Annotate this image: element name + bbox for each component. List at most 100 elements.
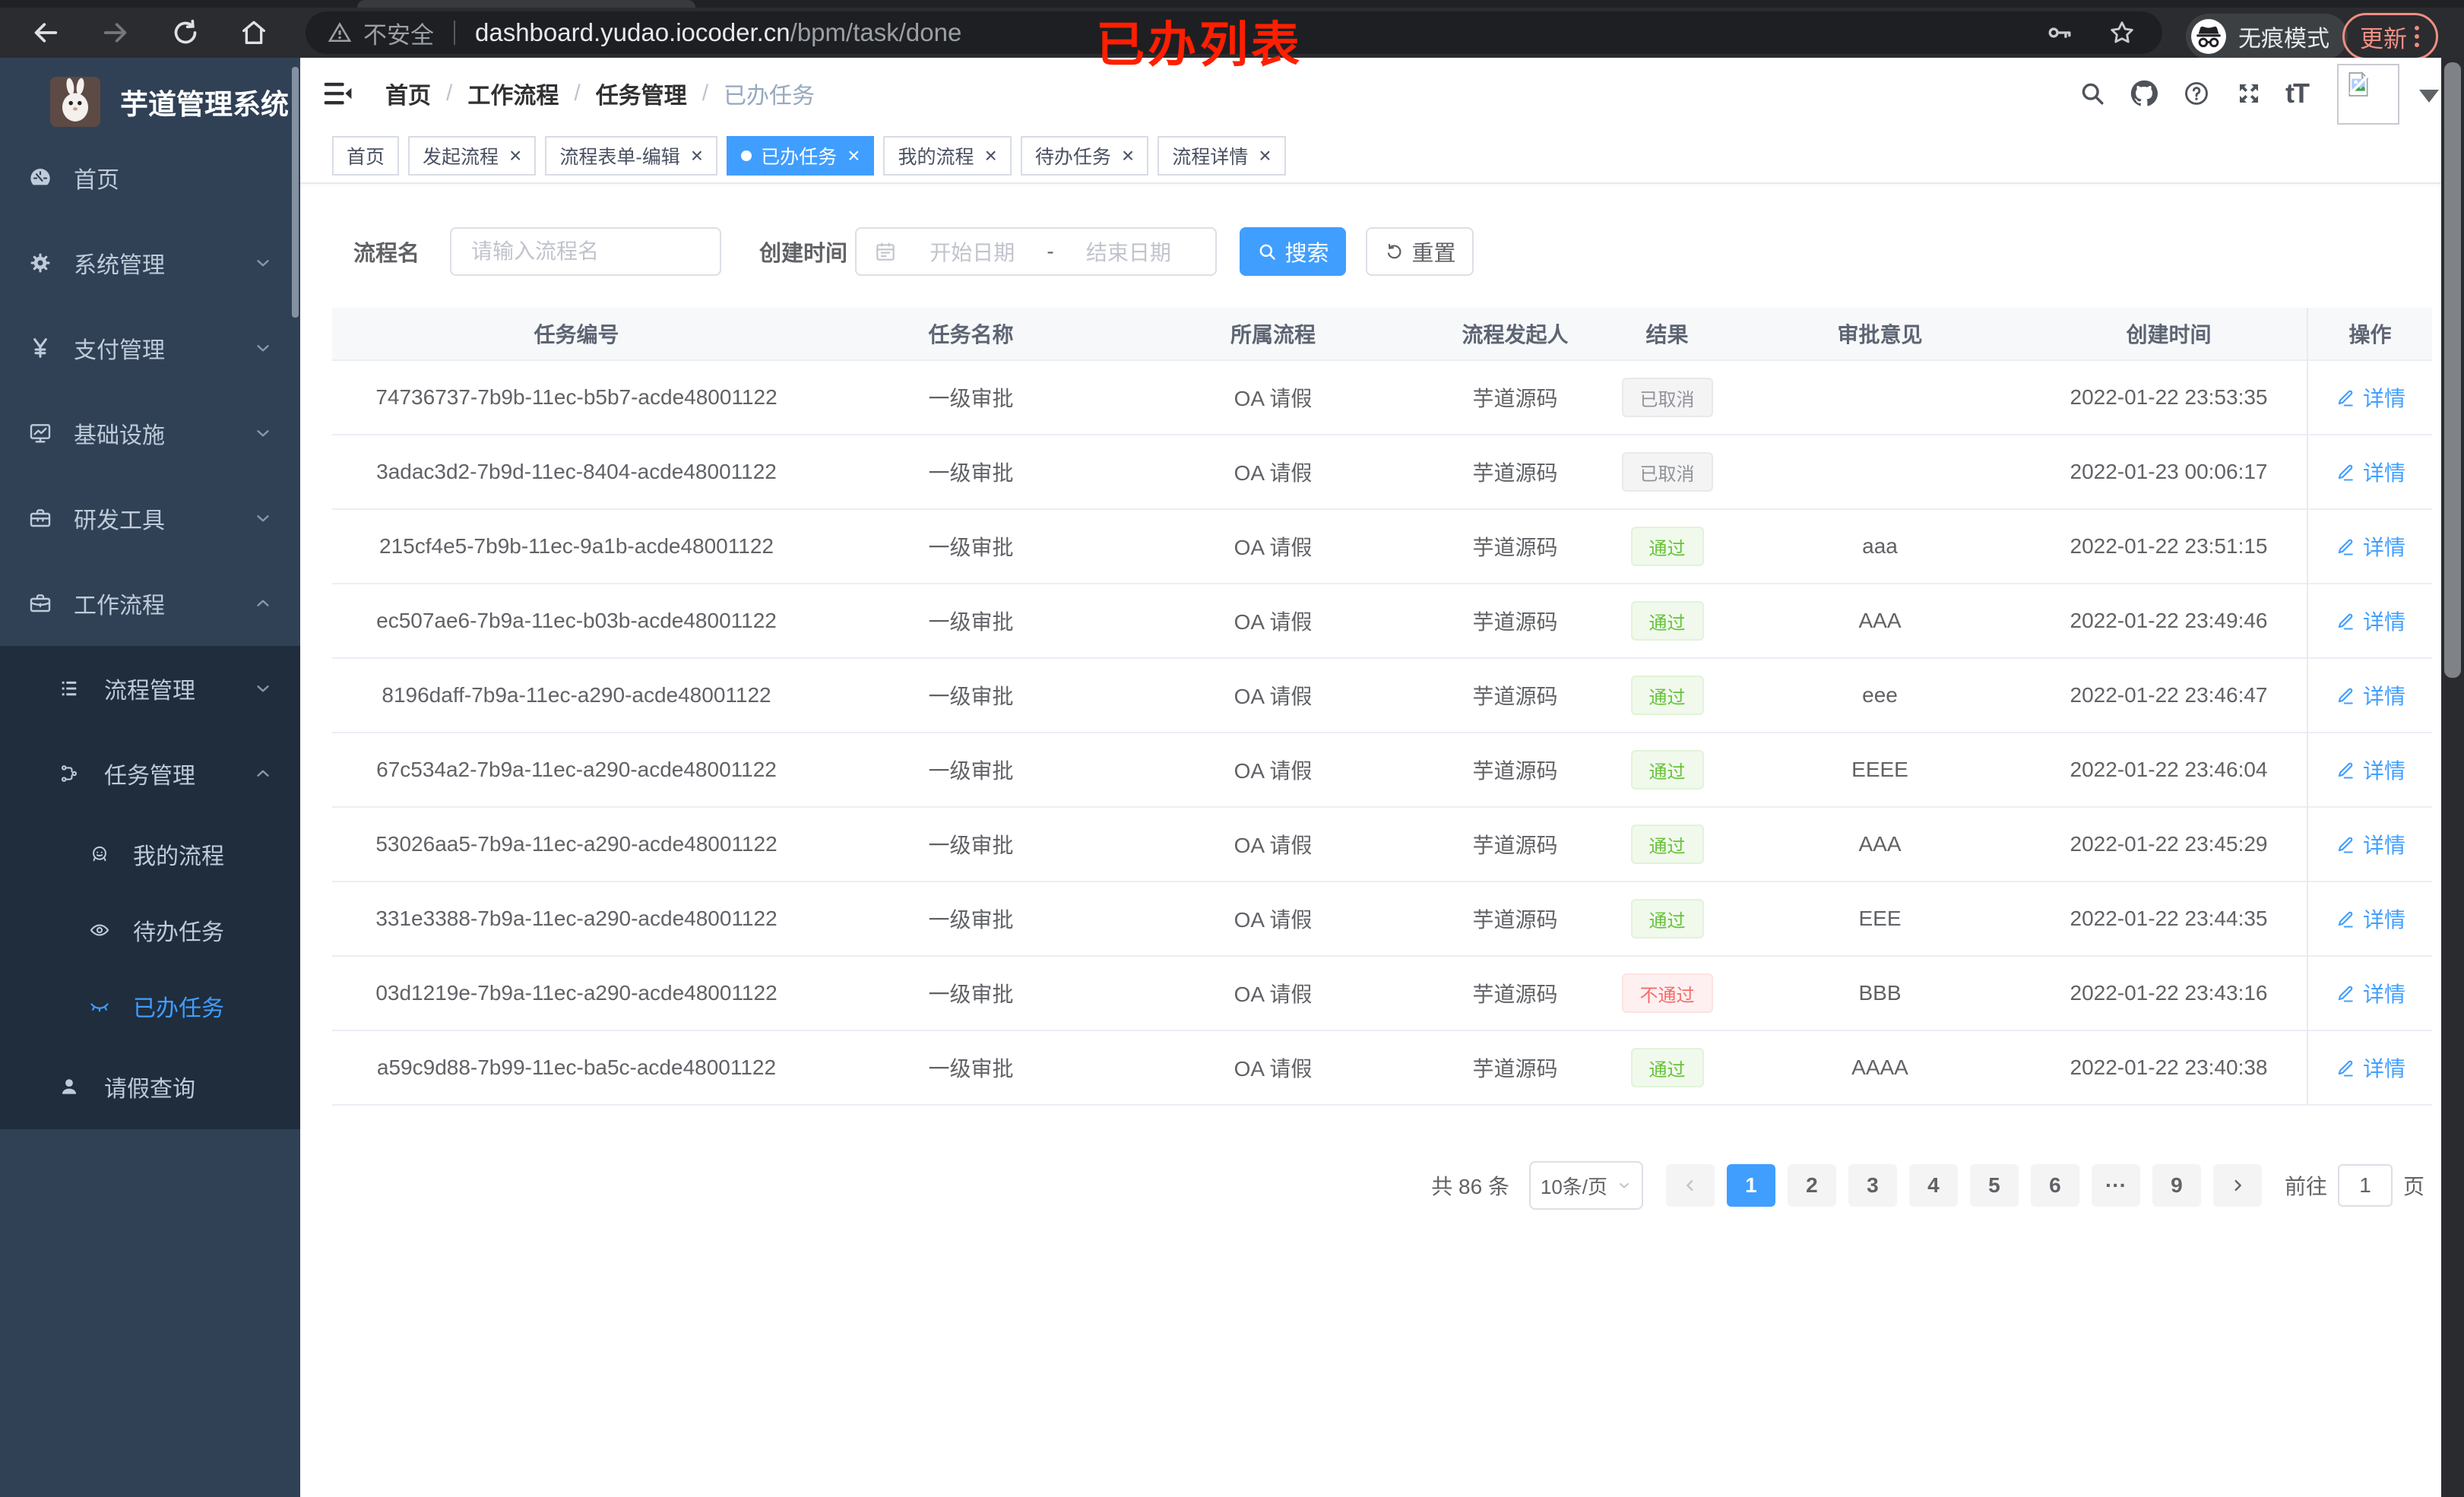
search-button-icon <box>1259 244 1275 260</box>
cell-task-name: 一级审批 <box>821 808 1121 882</box>
page-button-2[interactable]: 2 <box>1787 1164 1836 1207</box>
page-button-5[interactable]: 5 <box>1969 1164 2019 1207</box>
cell-task-name: 一级审批 <box>821 435 1121 510</box>
chevron-left-icon <box>1686 1179 1693 1192</box>
logo[interactable]: 芋道管理系统 <box>0 68 300 135</box>
sidebar-item-infrastructure[interactable]: 基础设施 <box>0 391 300 476</box>
breadcrumb-workflow[interactable]: 工作流程 <box>467 84 559 109</box>
font-size-icon[interactable]: tT <box>2285 78 2310 109</box>
tab-my-process[interactable]: 我的流程 × <box>883 136 1012 176</box>
security-label[interactable]: 不安全 <box>363 21 434 49</box>
reset-button[interactable]: 重置 <box>1366 227 1474 276</box>
browser-update-button[interactable]: 更新 <box>2342 13 2438 60</box>
sidebar-item-done-task[interactable]: 已办任务 <box>0 968 300 1044</box>
browser-scrollbar-thumb[interactable] <box>2444 62 2461 678</box>
detail-button[interactable]: 详情 <box>2335 382 2405 413</box>
detail-button[interactable]: 详情 <box>2335 978 2405 1008</box>
sidebar-item-home[interactable]: 首页 <box>0 135 300 220</box>
close-icon[interactable]: × <box>1121 144 1135 167</box>
tab-form-edit[interactable]: 流程表单-编辑 × <box>545 136 718 176</box>
detail-button[interactable]: 详情 <box>2335 606 2405 636</box>
fullscreen-icon[interactable] <box>2235 80 2263 107</box>
search-button[interactable]: 搜索 <box>1240 227 1347 276</box>
more-pages-button[interactable]: ··· <box>2091 1164 2140 1207</box>
sidebar-scrollbar-thumb[interactable] <box>292 67 299 318</box>
date-range-picker[interactable]: 开始日期 - 结束日期 <box>855 227 1218 276</box>
page-button-9[interactable]: 9 <box>2152 1164 2201 1207</box>
sidebar-item-todo-task[interactable]: 待办任务 <box>0 892 300 968</box>
end-date-placeholder[interactable]: 结束日期 <box>1085 241 1171 264</box>
browser-back-icon[interactable] <box>29 16 62 49</box>
hamburger-icon[interactable] <box>320 76 355 111</box>
not-secure-icon <box>327 20 353 46</box>
sidebar-item-task-mgmt[interactable]: 任务管理 <box>0 731 300 816</box>
breadcrumb-home[interactable]: 首页 <box>385 84 431 109</box>
chevron-down-icon <box>253 508 273 528</box>
avatar-caret-icon[interactable] <box>2419 90 2439 103</box>
cell-created: 2022-01-22 23:40:38 <box>2031 1031 2307 1106</box>
start-date-placeholder[interactable]: 开始日期 <box>930 241 1015 264</box>
cell-comment: AAA <box>1729 808 2031 882</box>
cell-action: 详情 <box>2307 435 2432 510</box>
browser-home-icon[interactable] <box>237 16 271 49</box>
key-icon[interactable] <box>2045 18 2074 47</box>
sidebar-item-dev-tools[interactable]: 研发工具 <box>0 476 300 561</box>
detail-button[interactable]: 详情 <box>2335 755 2405 785</box>
tab-done-task[interactable]: 已办任务 × <box>727 136 875 176</box>
tab-start-process[interactable]: 发起流程 × <box>408 136 537 176</box>
table-row: a59c9d88-7b99-11ec-ba5c-acde48001122 一级审批… <box>332 1031 2432 1106</box>
tab-todo-task[interactable]: 待办任务 × <box>1020 136 1149 176</box>
sidebar-item-system[interactable]: 系统管理 <box>0 220 300 305</box>
page-button-6[interactable]: 6 <box>2030 1164 2079 1207</box>
cell-task-name: 一级审批 <box>821 957 1121 1031</box>
cell-comment <box>1729 435 2031 510</box>
avatar[interactable] <box>2337 64 2399 125</box>
cell-task-name: 一级审批 <box>821 1031 1121 1106</box>
sidebar-item-process-mgmt[interactable]: 流程管理 <box>0 646 300 731</box>
tab-process-detail[interactable]: 流程详情 × <box>1158 136 1286 176</box>
page-size-select[interactable]: 10条/页 <box>1528 1161 1643 1210</box>
cell-result: 通过 <box>1605 659 1729 733</box>
cell-starter: 芋道源码 <box>1425 882 1605 957</box>
close-icon[interactable]: × <box>509 144 522 167</box>
cell-starter: 芋道源码 <box>1425 435 1605 510</box>
sidebar-item-my-process[interactable]: 我的流程 <box>0 816 300 892</box>
sidebar-item-leave-query[interactable]: 请假查询 <box>0 1044 300 1129</box>
cell-action: 详情 <box>2307 659 2432 733</box>
detail-button[interactable]: 详情 <box>2335 457 2405 487</box>
next-page-button[interactable] <box>2212 1164 2262 1207</box>
page-button-4[interactable]: 4 <box>1908 1164 1958 1207</box>
prev-page-button[interactable] <box>1665 1164 1715 1207</box>
close-icon[interactable]: × <box>690 144 704 167</box>
cell-task-id: 03d1219e-7b9a-11ec-a290-acde48001122 <box>332 957 821 1031</box>
detail-button[interactable]: 详情 <box>2335 904 2405 934</box>
goto-page-input[interactable] <box>2337 1164 2393 1207</box>
close-icon[interactable]: × <box>984 144 997 167</box>
browser-scrollbar[interactable] <box>2441 58 2464 1497</box>
close-icon[interactable]: × <box>1259 144 1272 167</box>
detail-button[interactable]: 详情 <box>2335 531 2405 562</box>
sidebar-item-payment[interactable]: 支付管理 <box>0 305 300 391</box>
tab-home[interactable]: 首页 <box>332 136 400 176</box>
detail-button[interactable]: 详情 <box>2335 680 2405 711</box>
close-icon[interactable]: × <box>847 144 860 167</box>
incognito-badge: 无痕模式 <box>2186 14 2348 59</box>
breadcrumb-task-mgmt[interactable]: 任务管理 <box>595 84 687 109</box>
search-icon[interactable] <box>2079 80 2106 107</box>
browser-reload-icon[interactable] <box>169 16 202 49</box>
address-bar[interactable]: 不安全 dashboard.yudao.iocoder.cn /bpm/task… <box>306 11 2162 54</box>
process-name-input[interactable] <box>450 227 722 276</box>
page-button-3[interactable]: 3 <box>1848 1164 1897 1207</box>
github-icon[interactable] <box>2128 78 2160 109</box>
browser-active-tab[interactable] <box>357 0 695 8</box>
help-icon[interactable] <box>2183 80 2210 107</box>
broken-image-icon <box>2348 71 2369 97</box>
detail-button[interactable]: 详情 <box>2335 1052 2405 1083</box>
cell-starter: 芋道源码 <box>1425 659 1605 733</box>
browser-forward-icon[interactable] <box>99 16 132 49</box>
sidebar-item-workflow[interactable]: 工作流程 <box>0 561 300 646</box>
status-badge: 已取消 <box>1621 452 1713 492</box>
page-button-1[interactable]: 1 <box>1726 1164 1775 1207</box>
detail-button[interactable]: 详情 <box>2335 829 2405 859</box>
bookmark-star-icon[interactable] <box>2108 18 2136 47</box>
